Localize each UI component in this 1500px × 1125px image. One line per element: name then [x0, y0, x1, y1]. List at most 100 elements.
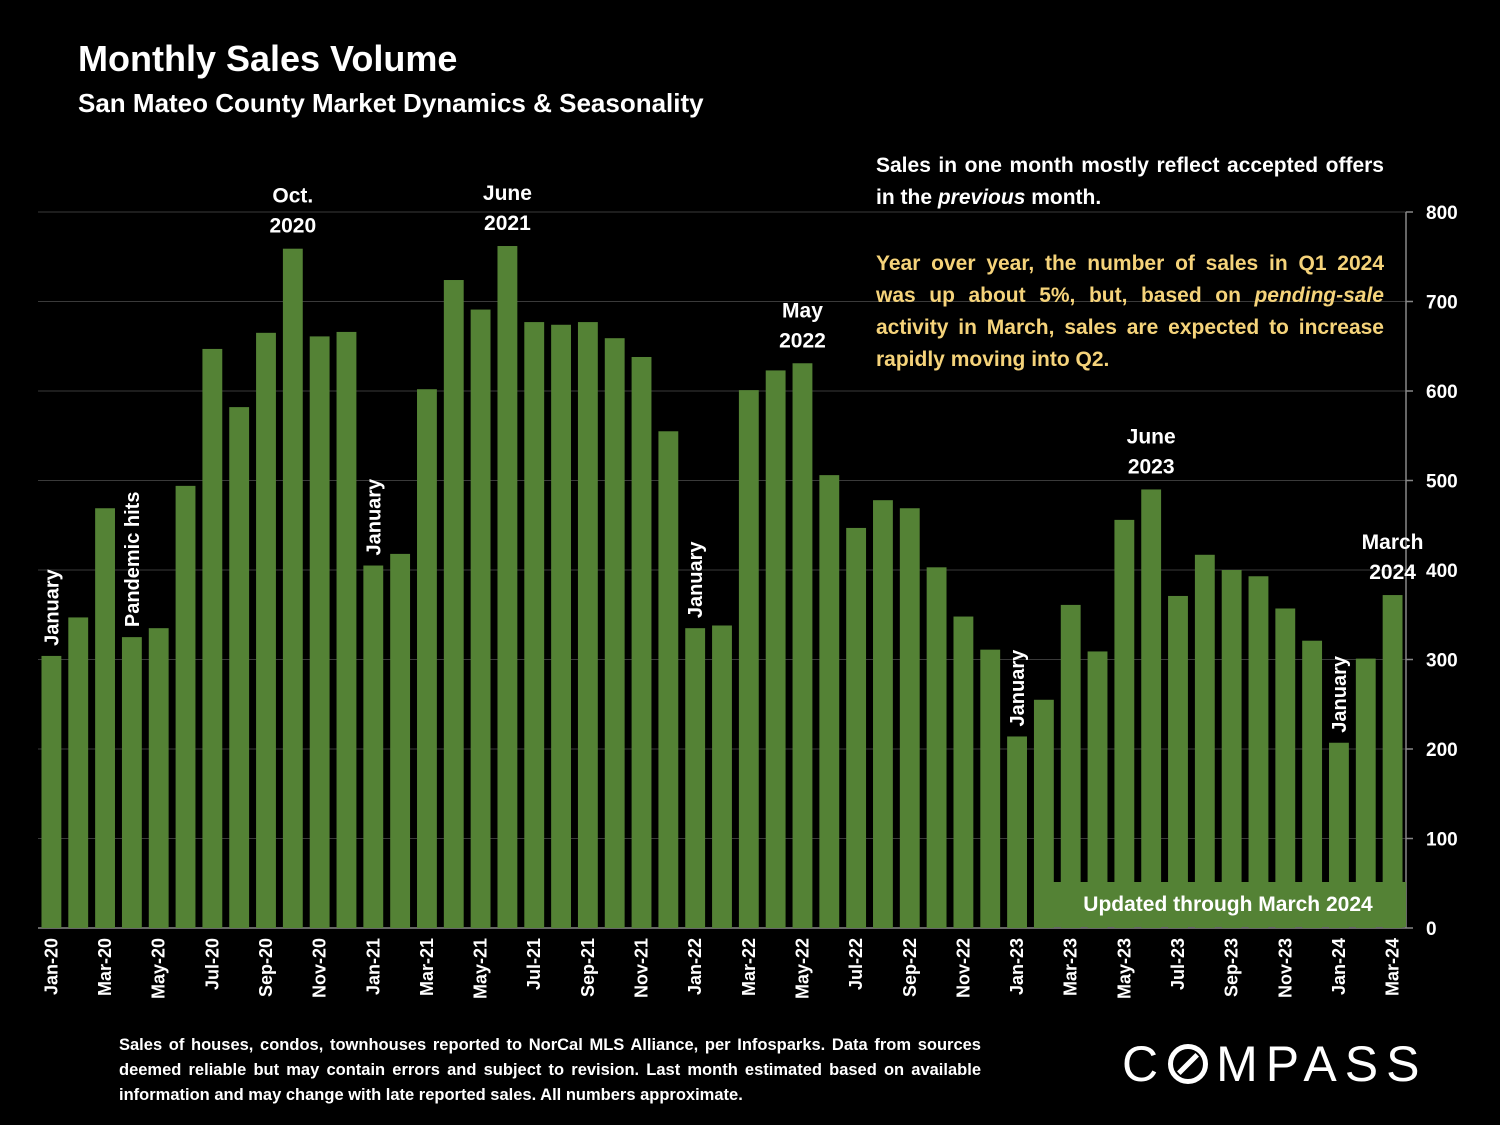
bar-Dec-20	[336, 331, 357, 928]
compass-o-icon	[1168, 1044, 1209, 1084]
x-tick-label: Mar-24	[1383, 938, 1403, 996]
annotations: January Pandemic hits Oct. 2020 January June 2…	[41, 182, 1423, 733]
bar-Feb-21	[390, 553, 411, 928]
x-tick-label: Sep-20	[256, 938, 276, 997]
y-tick-label: 200	[1426, 740, 1458, 761]
x-axis-ticks: Jan-20 Mar-20 May-20 Jul-20 Sep-20 Nov-20 Jan-…	[41, 938, 1402, 999]
x-tick-label: Sep-23	[1222, 938, 1242, 997]
bar-Jun-20	[175, 485, 196, 928]
bar-Aug-23	[1194, 554, 1215, 928]
y-axis-ticks: 0 100 200 300 400 500 600 700 800	[1406, 203, 1458, 940]
annotation-label: January	[1007, 649, 1029, 727]
y-tick-label: 800	[1426, 203, 1458, 224]
x-tick-label: May-21	[471, 938, 491, 999]
note-previous-month: Sales in one month mostly reflect accept…	[876, 154, 1384, 209]
bar-Jan-23	[1007, 736, 1027, 928]
x-tick-label: Sep-22	[900, 938, 920, 997]
bar-Sep-22	[899, 508, 920, 928]
bar-Jun-22	[819, 475, 840, 928]
x-tick-label: Mar-23	[1061, 938, 1081, 996]
bar-Mar-24	[1382, 595, 1403, 928]
bar-Nov-22	[953, 616, 974, 928]
bar-Nov-21	[631, 356, 652, 928]
bar-Mar-22	[738, 390, 759, 929]
x-tick-label: Jan-23	[1007, 938, 1027, 995]
x-tick-label: Nov-21	[632, 938, 652, 998]
bar-Jun-23	[1141, 489, 1162, 928]
x-tick-label: Nov-23	[1275, 938, 1295, 998]
bar-Jul-20	[202, 348, 223, 928]
updated-badge: Updated through March 2024	[1050, 882, 1406, 927]
bar-May-23	[1114, 519, 1135, 928]
annotation-label: June 2023	[1127, 425, 1176, 478]
bar-Jan-22	[685, 628, 706, 928]
bar-Jun-21	[497, 246, 518, 928]
x-tick-label: Jan-20	[41, 938, 61, 995]
bar-Jul-22	[846, 527, 867, 928]
bar-Feb-20	[68, 617, 89, 928]
x-tick-label: May-22	[792, 938, 812, 999]
bar-Dec-23	[1302, 640, 1323, 928]
y-tick-label: 600	[1426, 382, 1458, 403]
y-tick-label: 100	[1426, 830, 1458, 851]
bar-Jan-24	[1329, 742, 1349, 928]
bar-May-22	[792, 363, 813, 928]
bar-Oct-21	[604, 338, 625, 928]
bar-Feb-23	[1033, 699, 1054, 928]
bar-Nov-20	[309, 336, 330, 928]
bar-Apr-22	[765, 370, 786, 928]
bar-Feb-22	[712, 625, 732, 928]
annotation-label: May 2022	[779, 299, 826, 352]
annotation-label: March 2024	[1362, 531, 1424, 584]
bar-Mar-20	[95, 508, 115, 928]
bar-Mar-23	[1060, 604, 1081, 928]
x-tick-label: May-23	[1114, 938, 1134, 999]
note-yoy: Year over year, the number of sales in Q…	[876, 252, 1384, 371]
bar-Sep-21	[577, 322, 598, 929]
bar-May-21	[470, 309, 491, 928]
bar-May-20	[148, 628, 169, 928]
x-tick-label: Mar-21	[417, 938, 437, 996]
bar-Aug-20	[229, 407, 250, 928]
annotation-label: June 2021	[483, 182, 532, 235]
x-tick-label: Jan-24	[1329, 938, 1349, 995]
y-tick-label: 0	[1426, 919, 1437, 940]
x-tick-label: Jan-22	[685, 938, 705, 995]
bar-Oct-22	[926, 567, 947, 928]
x-tick-label: Sep-21	[578, 938, 598, 997]
x-tick-label: Jan-21	[363, 938, 383, 995]
bar-Jul-21	[524, 322, 545, 929]
annotation-label: January	[1329, 655, 1351, 733]
y-tick-label: 700	[1426, 293, 1458, 314]
x-tick-label: Mar-22	[739, 938, 759, 996]
bar-Dec-21	[658, 431, 679, 928]
bar-Nov-23	[1275, 608, 1296, 928]
x-tick-label: Nov-22	[953, 938, 973, 998]
bar-Apr-20	[121, 637, 142, 928]
bar-Sep-20	[256, 332, 276, 928]
y-tick-label: 500	[1426, 472, 1458, 493]
bar-Apr-21	[443, 280, 464, 928]
annotation-label: January	[685, 541, 707, 619]
annotation-label: Pandemic hits	[122, 492, 144, 628]
x-tick-label: Jul-22	[846, 938, 866, 990]
bar-Aug-22	[873, 500, 893, 928]
bar-Oct-23	[1248, 576, 1269, 928]
bars	[41, 246, 1403, 929]
x-tick-label: May-20	[149, 938, 169, 999]
bar-Dec-22	[980, 649, 1001, 928]
bar-Apr-23	[1087, 651, 1108, 928]
bar-Jan-21	[363, 565, 384, 928]
x-tick-label: Mar-20	[95, 938, 115, 996]
chart-subtitle: San Mateo County Market Dynamics & Seaso…	[78, 88, 704, 118]
annotation-label: Oct. 2020	[269, 185, 316, 238]
bar-Jul-23	[1168, 595, 1188, 928]
bar-Mar-21	[417, 389, 437, 929]
x-tick-label: Jul-20	[202, 938, 222, 990]
source-footnote: Sales of houses, condos, townhouses repo…	[119, 1036, 981, 1104]
bar-Oct-20	[282, 248, 303, 928]
x-tick-label: Jul-21	[524, 938, 544, 990]
bar-Jan-20	[41, 655, 62, 928]
bar-Aug-21	[551, 324, 571, 928]
